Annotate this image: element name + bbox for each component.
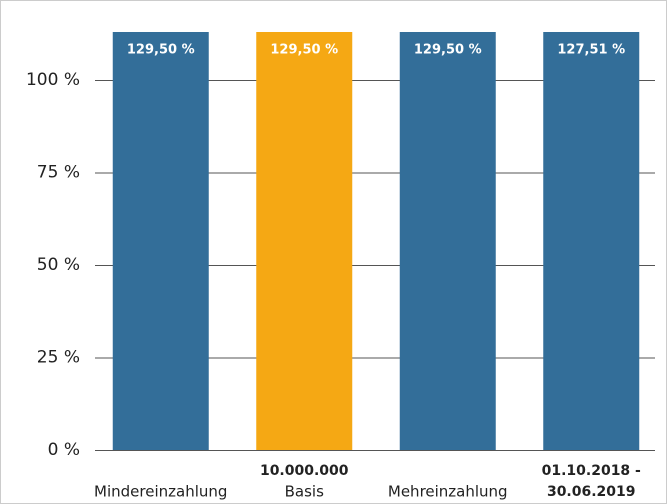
x-tick-label: 10.000.000 <box>260 463 349 479</box>
bars <box>112 32 640 450</box>
x-tick-label: Basis <box>285 483 324 501</box>
y-tick-label: 75 % <box>37 163 80 183</box>
value-label: 129,50 % <box>127 43 195 58</box>
x-tick-label: 01.10.2018 - <box>542 463 641 479</box>
value-label: 127,51 % <box>557 43 625 58</box>
x-tick-label: 30.06.2019 <box>547 484 636 500</box>
value-label: 129,50 % <box>414 43 482 58</box>
bar <box>256 32 353 450</box>
y-tick-label: 0 % <box>48 440 80 460</box>
y-tick-label: 100 % <box>26 70 80 90</box>
y-tick-label: 25 % <box>37 348 80 368</box>
y-tick-label: 50 % <box>37 255 80 275</box>
bar <box>399 32 496 450</box>
value-label: 129,50 % <box>270 43 338 58</box>
bar <box>543 32 640 450</box>
bar <box>112 32 209 450</box>
x-tick-label: Mehreinzahlung <box>388 483 508 501</box>
x-tick-label: Mindereinzahlung <box>94 483 227 501</box>
